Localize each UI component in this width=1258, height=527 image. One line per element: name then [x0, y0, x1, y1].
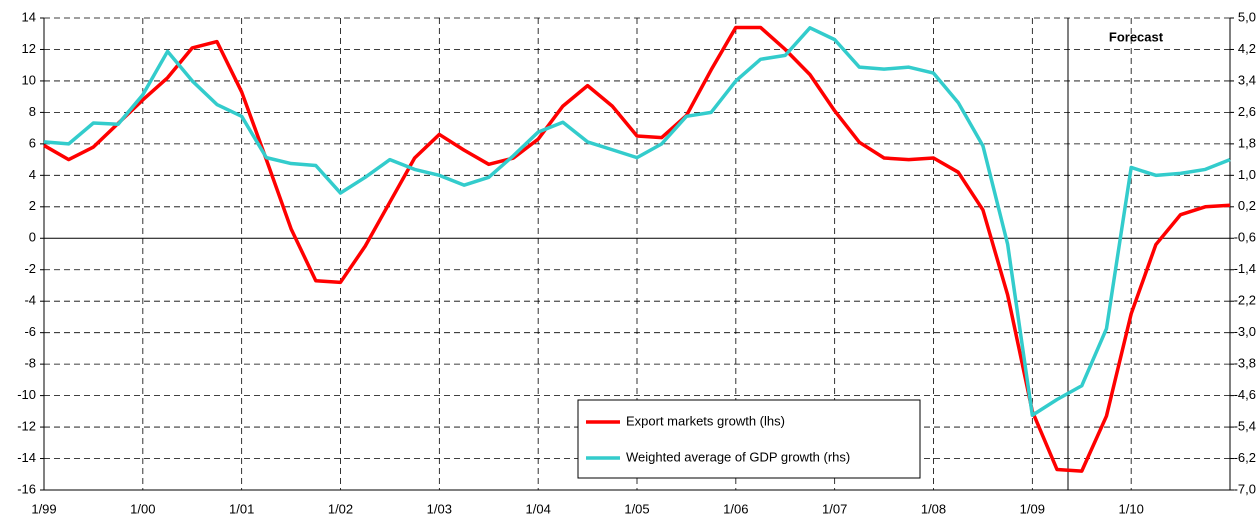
x-tick-label: 1/06: [723, 501, 748, 516]
y2-tick-label: -7,0: [1234, 481, 1256, 496]
legend-label: Weighted average of GDP growth (rhs): [626, 449, 850, 464]
annotation: Forecast: [1109, 29, 1164, 44]
x-tick-label: 1/99: [31, 501, 56, 516]
x-tick-label: 1/09: [1020, 501, 1045, 516]
y-tick-label: 8: [29, 104, 36, 119]
y2-tick-label: -3,8: [1234, 356, 1256, 371]
y2-tick-label: -4,6: [1234, 387, 1256, 402]
x-tick-label: 1/05: [624, 501, 649, 516]
x-tick-label: 1/07: [822, 501, 847, 516]
y2-tick-label: -0,6: [1234, 230, 1256, 245]
y-tick-label: 12: [22, 41, 36, 56]
y2-tick-label: -6,2: [1234, 450, 1256, 465]
series-line: [43, 26, 1231, 418]
y-tick-label: 6: [29, 135, 36, 150]
y2-tick-label: -1,4: [1234, 261, 1256, 276]
x-tick-label: 1/02: [328, 501, 353, 516]
x-tick-label: 1/08: [921, 501, 946, 516]
y-tick-label: -8: [24, 356, 36, 371]
x-tick-label: 1/01: [229, 501, 254, 516]
legend-box: [577, 399, 921, 479]
y2-tick-label: -5,4: [1234, 419, 1256, 434]
y-tick-label: -14: [17, 450, 36, 465]
x-tick-label: 1/00: [130, 501, 155, 516]
y2-tick-label: -2,2: [1234, 293, 1256, 308]
y-tick-label: 0: [29, 230, 36, 245]
y2-tick-label: 0,2: [1238, 198, 1256, 213]
y2-tick-label: 1,0: [1238, 167, 1256, 182]
x-tick-label: 1/10: [1119, 501, 1144, 516]
x-tick-label: 1/04: [526, 501, 551, 516]
y-tick-label: -12: [17, 419, 36, 434]
y-tick-label: -10: [17, 387, 36, 402]
legend-label: Export markets growth (lhs): [626, 413, 785, 428]
x-tick-label: 1/03: [427, 501, 452, 516]
y2-tick-label: 3,4: [1238, 72, 1256, 87]
y-tick-label: -4: [24, 293, 36, 308]
y2-tick-label: 4,2: [1238, 41, 1256, 56]
y-tick-label: 4: [29, 167, 36, 182]
y-tick-label: 14: [22, 9, 36, 24]
y-tick-label: -16: [17, 481, 36, 496]
y-tick-label: -6: [24, 324, 36, 339]
y-tick-label: 10: [22, 72, 36, 87]
y2-tick-label: 1,8: [1238, 135, 1256, 150]
y-tick-label: 2: [29, 198, 36, 213]
y-tick-label: -2: [24, 261, 36, 276]
y2-tick-label: 5,0: [1238, 9, 1256, 24]
y2-tick-label: -3,0: [1234, 324, 1256, 339]
y2-tick-label: 2,6: [1238, 104, 1256, 119]
